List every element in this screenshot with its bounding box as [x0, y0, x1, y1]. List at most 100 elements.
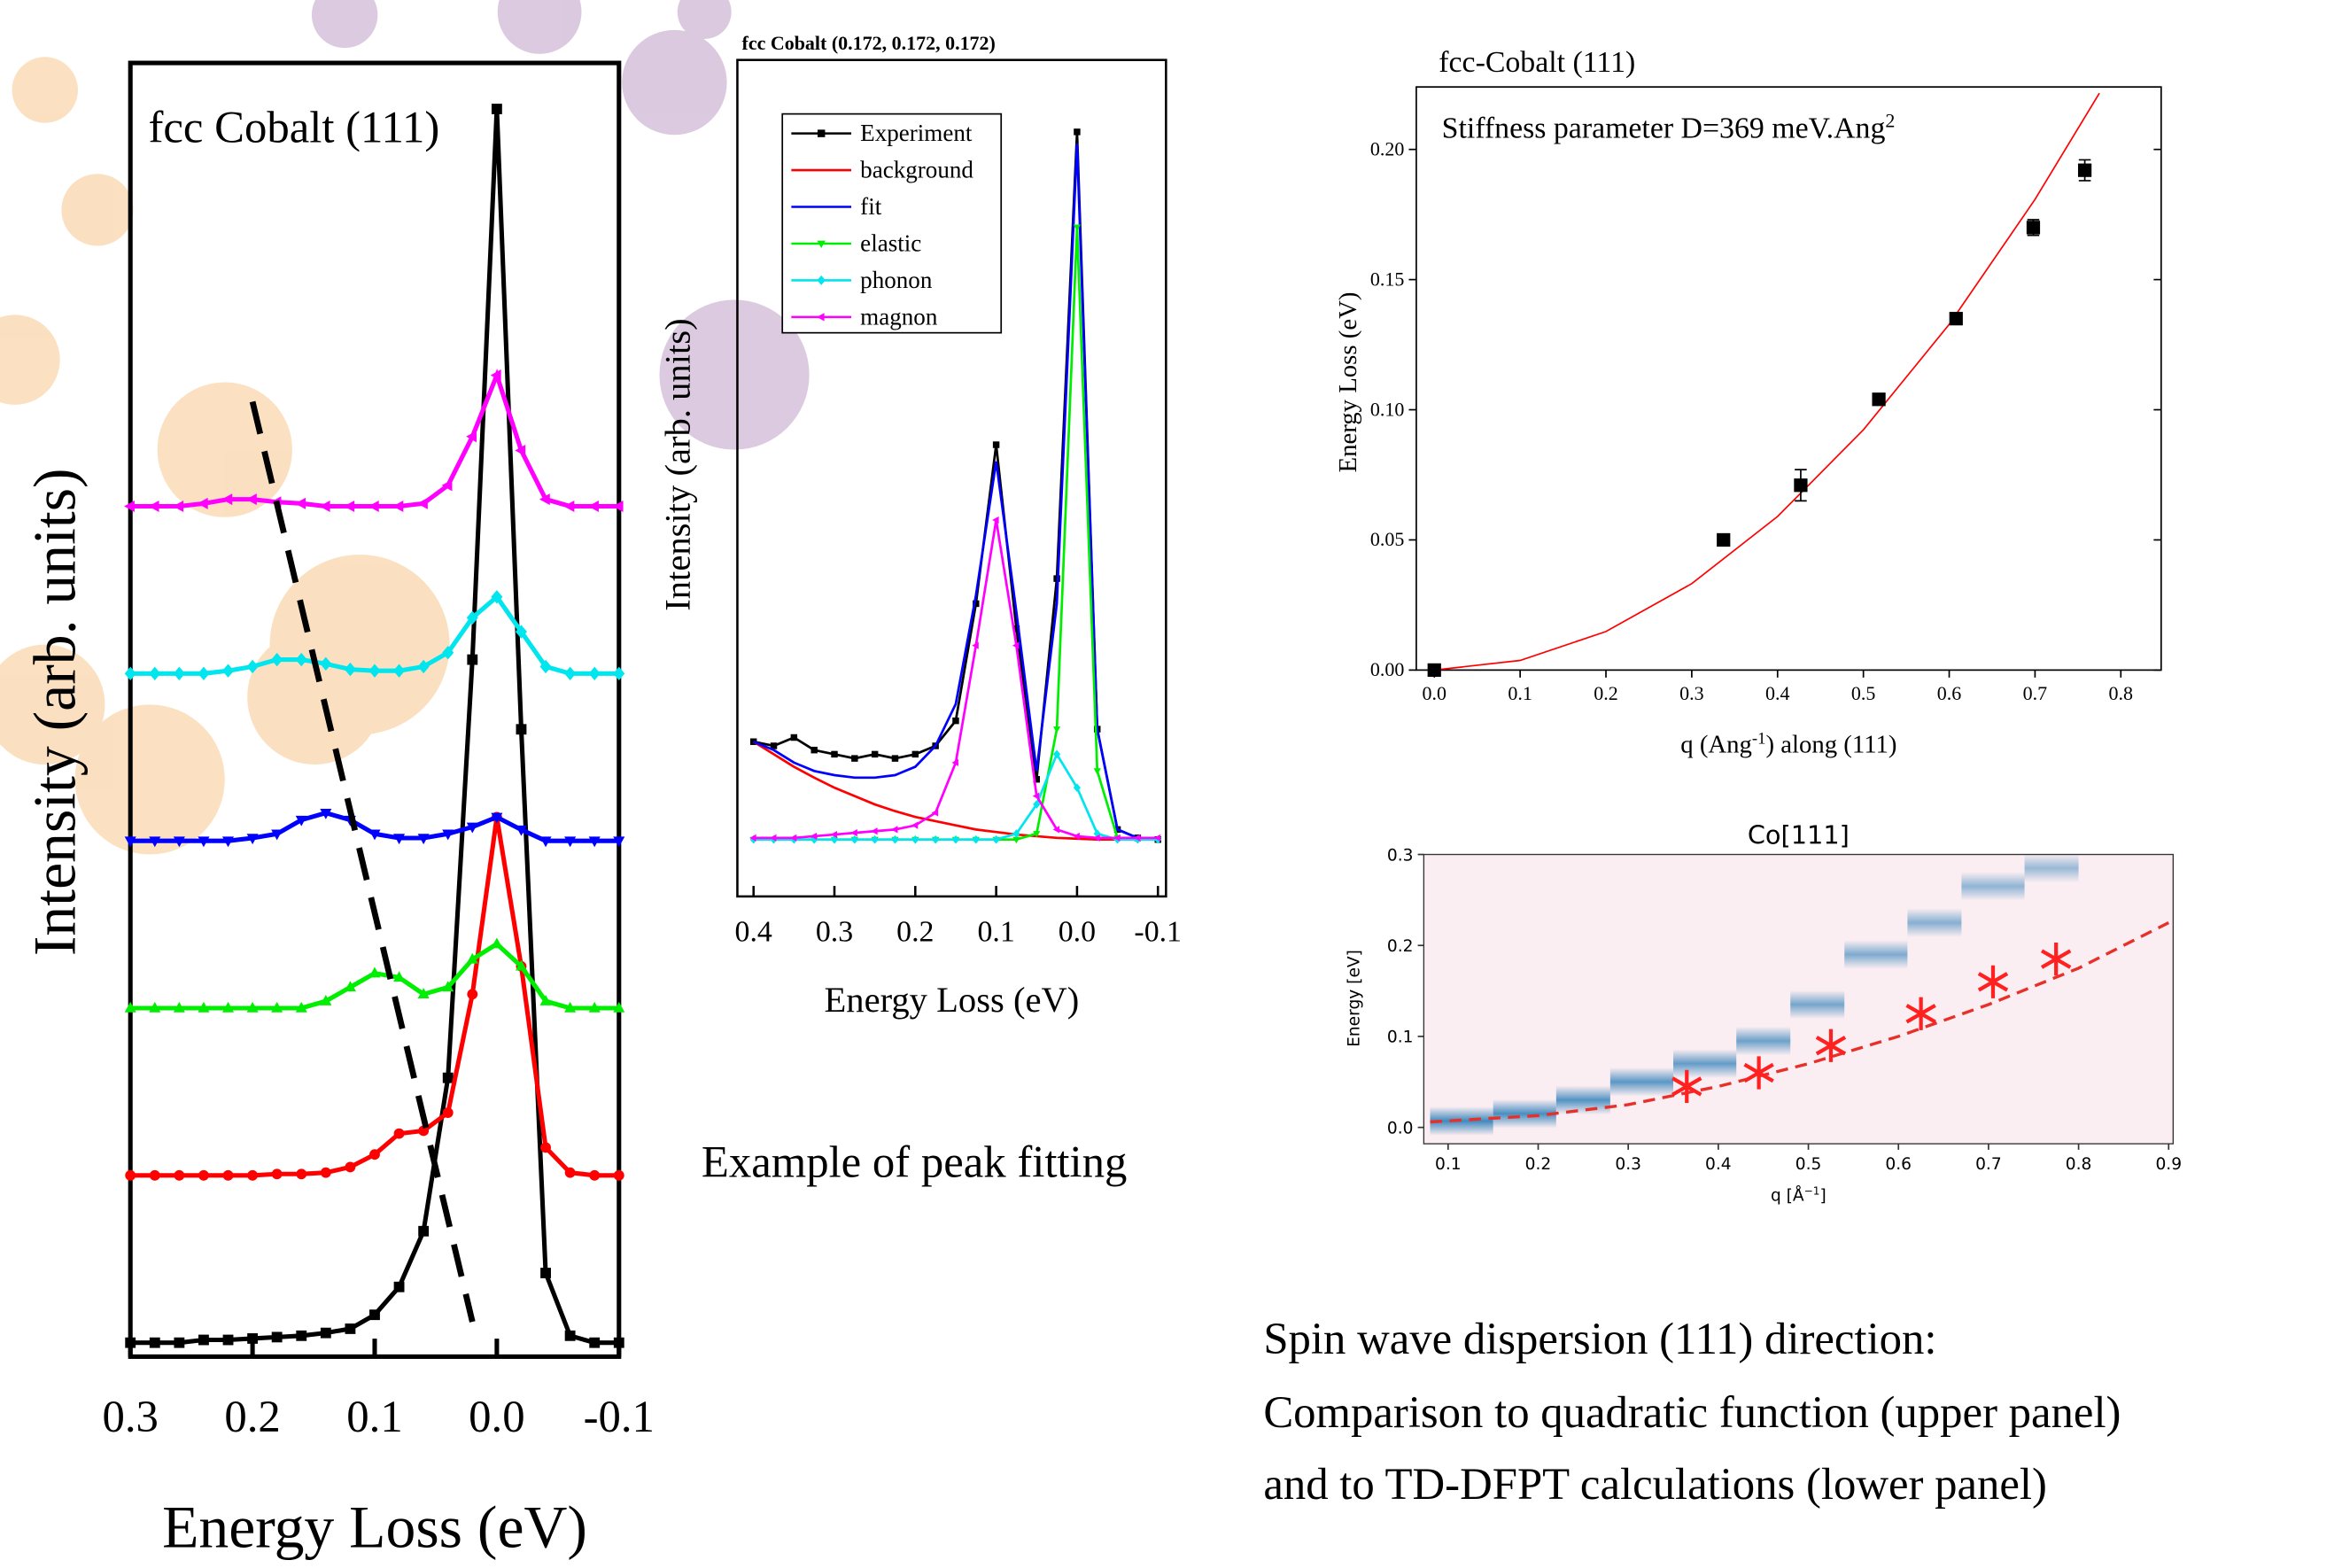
- marker: [149, 1337, 160, 1348]
- marker: [149, 1169, 160, 1181]
- x-tick-label: 0.5: [1851, 682, 1875, 704]
- marker: [931, 809, 939, 817]
- marker: [1133, 834, 1141, 842]
- marker: [564, 1167, 576, 1178]
- marker: [149, 836, 161, 848]
- marker: [540, 1268, 551, 1278]
- marker: [271, 1168, 283, 1180]
- x-axis-label-part: -1: [1752, 729, 1766, 748]
- x-tick-label: 0.1: [1435, 1155, 1462, 1174]
- y-tick-label: 0.10: [1370, 398, 1404, 420]
- marker: [393, 664, 406, 678]
- x-tick-label: 0.9: [2155, 1155, 2182, 1174]
- marker: [442, 1072, 454, 1083]
- x-tick-label: 0.2: [1525, 1155, 1552, 1174]
- marker: [588, 1001, 601, 1013]
- marker: [198, 1001, 210, 1013]
- marker: [1073, 224, 1082, 231]
- legend-label: phonon: [860, 267, 933, 293]
- marker: [198, 836, 210, 848]
- marker: [911, 821, 919, 829]
- marker: [320, 1327, 331, 1339]
- marker: [247, 1333, 259, 1344]
- marker: [515, 825, 527, 836]
- y-tick-label: 0.20: [1370, 137, 1404, 159]
- marker: [932, 834, 940, 844]
- chart-annotation-part: 2: [1885, 109, 1895, 131]
- marker: [320, 1167, 331, 1178]
- x-tick-label: 0.8: [2109, 682, 2133, 704]
- marker: [1093, 834, 1100, 842]
- marker: [790, 734, 798, 741]
- x-tick-label: 0.8: [2066, 1155, 2092, 1174]
- marker: [1033, 775, 1040, 783]
- marker: [296, 1330, 307, 1341]
- marker: [1012, 829, 1020, 838]
- chart-title: fcc Cobalt (0.172, 0.172, 0.172): [742, 32, 996, 54]
- legend-marker: [817, 129, 826, 137]
- marker: [393, 1281, 405, 1292]
- marker: [613, 836, 625, 848]
- legend-marker: [817, 275, 826, 285]
- legend-label: fit: [860, 193, 882, 220]
- marker: [951, 758, 958, 766]
- spectral-band: [1555, 1085, 1610, 1115]
- marker: [1033, 831, 1041, 838]
- marker: [393, 971, 406, 982]
- marker: [173, 500, 184, 513]
- marker: [247, 1169, 259, 1181]
- marker: [911, 834, 919, 844]
- x-tick-label: 0.7: [2023, 682, 2047, 704]
- marker: [393, 834, 406, 845]
- marker: [1949, 312, 1963, 326]
- x-tick-label: 0.5: [1795, 1155, 1822, 1174]
- marker: [992, 516, 999, 524]
- data-line: [753, 519, 1159, 840]
- marker: [1717, 532, 1731, 547]
- x-tick-label: 0.1: [977, 916, 1014, 949]
- x-axis-label-part: q [Å: [1771, 1184, 1804, 1205]
- marker: [831, 750, 838, 758]
- marker: [368, 500, 379, 513]
- marker: [588, 836, 601, 848]
- marker: [1113, 834, 1121, 842]
- marker: [891, 834, 899, 844]
- marker: [830, 830, 837, 839]
- marker: [589, 1337, 601, 1348]
- chart-title: fcc-Cobalt (111): [1439, 46, 1635, 79]
- decoration: [0, 0, 810, 855]
- spectral-band: [1907, 908, 1962, 937]
- dispersion-line: [1430, 921, 2170, 1124]
- marker: [222, 664, 235, 678]
- marker: [2077, 163, 2092, 177]
- y-tick-label: 0.3: [1387, 846, 1414, 865]
- marker: [515, 445, 526, 457]
- x-tick-label: 0.6: [1937, 682, 1961, 704]
- marker: [749, 738, 757, 745]
- marker: [1093, 768, 1101, 775]
- x-tick-label: 0.0: [1423, 682, 1446, 704]
- marker: [320, 995, 332, 1005]
- star-marker: [1977, 965, 2009, 998]
- legend-marker: [817, 240, 826, 249]
- marker: [417, 834, 430, 845]
- marker: [490, 369, 501, 382]
- y-axis-label: Intensity (arb. units): [657, 318, 697, 610]
- x-tick-label: -0.1: [1134, 916, 1182, 949]
- marker: [198, 666, 210, 681]
- y-tick-label: 0.15: [1370, 268, 1404, 290]
- marker: [871, 834, 879, 844]
- marker: [1872, 392, 1886, 407]
- marker: [417, 988, 430, 998]
- marker: [1052, 726, 1061, 734]
- marker: [369, 1309, 380, 1321]
- trend-line: [249, 400, 476, 1323]
- marker: [992, 834, 1000, 844]
- marker: [871, 827, 878, 835]
- marker: [173, 836, 185, 848]
- spectral-band: [1609, 1067, 1674, 1097]
- plot-frame: [1423, 853, 2175, 1145]
- x-tick-label: 0.2: [224, 1392, 280, 1441]
- caption-line: Comparison to quadratic function (upper …: [1263, 1387, 2121, 1437]
